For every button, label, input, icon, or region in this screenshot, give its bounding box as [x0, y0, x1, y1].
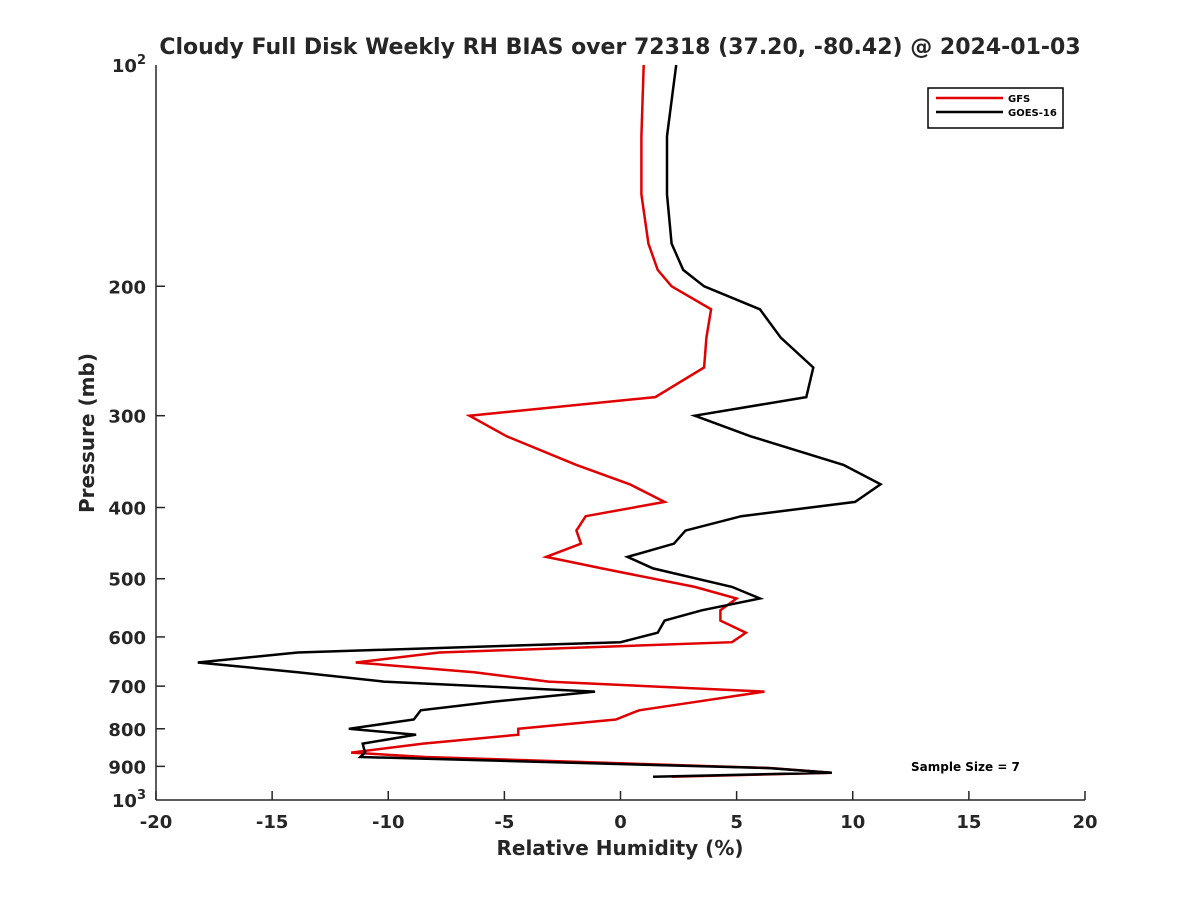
y-tick-label: 800: [108, 720, 146, 741]
y-tick-label: 500: [108, 570, 146, 591]
y-tick-label: 400: [108, 499, 146, 520]
y-bottom-power-label: 103: [112, 788, 146, 812]
x-tick-label: -15: [256, 812, 289, 833]
x-axis-label: Relative Humidity (%): [496, 836, 743, 860]
x-tick-label: -10: [372, 812, 405, 833]
y-tick-label: 300: [108, 407, 146, 428]
series-line-gfs: [350, 64, 832, 779]
y-tick-label: 600: [108, 628, 146, 649]
chart-title: Cloudy Full Disk Weekly RH BIAS over 723…: [159, 35, 1080, 60]
series-line-goes-16: [197, 64, 884, 779]
y-top-power-label: 102: [112, 53, 146, 77]
sample-size-annotation: Sample Size = 7: [911, 760, 1020, 774]
x-tick-label: 5: [730, 812, 743, 833]
x-tick-label: -5: [494, 812, 514, 833]
series-layer: [197, 64, 884, 779]
x-tick-label: 15: [956, 812, 981, 833]
legend-label: GOES-16: [1008, 108, 1057, 119]
legend: GFS GOES-16: [927, 87, 1064, 129]
legend-label: GFS: [1008, 94, 1030, 105]
y-axis-label: Pressure (mb): [75, 353, 99, 513]
axes: -20 -15 -10 -5 0 5 10 15 20 200 300 400 500 600 700 800…: [108, 53, 1097, 833]
y-tick-label: 900: [108, 757, 146, 778]
legend-box: [927, 87, 1064, 129]
y-tick-label: 700: [108, 677, 146, 698]
x-tick-label: -20: [140, 812, 173, 833]
x-tick-label: 0: [614, 812, 627, 833]
x-tick-label: 20: [1072, 812, 1097, 833]
x-tick-label: 10: [840, 812, 865, 833]
y-tick-label: 200: [108, 277, 146, 298]
